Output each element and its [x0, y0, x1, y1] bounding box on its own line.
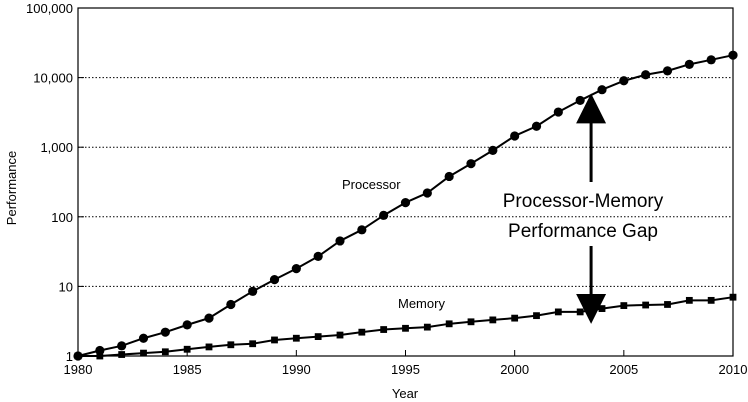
memory-point-1990 [292, 334, 300, 342]
memory-point-2006 [642, 301, 650, 309]
processor-point-1988 [248, 286, 258, 296]
x-tick-label: 2000 [500, 362, 529, 377]
memory-point-2007 [664, 301, 671, 308]
memory-point-2005 [620, 302, 628, 309]
y-tick-label: 1,000 [40, 140, 73, 155]
processor-point-2008 [684, 59, 694, 69]
processor-point-1985 [182, 320, 192, 330]
memory-point-1984 [161, 348, 169, 356]
memory-point-1991 [314, 333, 322, 340]
memory-point-1992 [336, 331, 344, 339]
memory-point-2002 [554, 308, 562, 316]
memory-point-2003 [576, 308, 584, 316]
memory-point-2000 [511, 314, 519, 322]
processor-point-2004 [597, 85, 607, 95]
processor-point-1992 [335, 236, 345, 246]
memory-point-1999 [489, 316, 497, 324]
x-tick-label: 2010 [719, 362, 748, 377]
processor-point-2009 [706, 55, 716, 65]
processor-point-1995 [400, 197, 411, 208]
x-tick-label: 1995 [391, 362, 420, 377]
memory-point-1988 [249, 340, 257, 348]
memory-point-1995 [402, 324, 409, 332]
processor-point-1986 [204, 313, 214, 323]
processor-point-1999 [488, 145, 498, 155]
y-tick-label: 1 [66, 349, 73, 364]
memory-point-2004 [598, 305, 606, 312]
processor-point-1994 [379, 210, 389, 220]
tick-labels: 1 10 100 1,000 10,000 100,000 1980 1985 1990 1995… [26, 1, 747, 377]
memory-point-2001 [533, 312, 540, 320]
processor-point-2003 [575, 95, 585, 106]
y-axis-title: Performance [4, 151, 19, 225]
gap-annotation-line-1: Processor-Memory [503, 191, 664, 212]
memory-point-1993 [358, 328, 366, 336]
processor-point-1983 [138, 333, 149, 343]
processor-point-1984 [160, 327, 170, 337]
memory-point-1996 [423, 323, 431, 331]
processor-point-2006 [641, 70, 651, 80]
x-axis-title: Year [392, 386, 419, 401]
processor-point-1997 [444, 171, 454, 182]
memory-point-1998 [467, 318, 475, 326]
memory-point-1987 [227, 341, 235, 349]
memory-point-2008 [685, 296, 693, 304]
processor-point-2005 [619, 76, 629, 86]
axes [77, 7, 734, 357]
memory-point-1982 [118, 351, 126, 358]
horizontal-gridlines [78, 77, 733, 287]
x-tick-label: 1985 [173, 362, 202, 377]
y-tick-label: 10 [59, 279, 73, 294]
memory-point-1994 [380, 326, 388, 333]
memory-point-1997 [445, 320, 453, 328]
processor-point-1998 [466, 159, 476, 169]
series-processor [73, 50, 738, 361]
processor-point-1993 [357, 225, 367, 235]
processor-point-2002 [553, 107, 563, 117]
processor-point-1991 [313, 251, 323, 261]
y-tick-label: 100 [51, 210, 73, 225]
memory-point-1986 [205, 343, 213, 351]
processor-point-1987 [226, 299, 236, 310]
memory-series-label: Memory [398, 296, 445, 311]
x-tick-label: 2005 [609, 362, 638, 377]
processor-point-1990 [291, 264, 301, 274]
gap-annotation-line-2: Performance Gap [508, 221, 658, 242]
processor-series-label: Processor [342, 177, 401, 192]
memory-point-1989 [271, 336, 278, 344]
y-tick-label: 100,000 [26, 1, 73, 16]
processor-point-1996 [422, 188, 432, 198]
plot-area [78, 8, 733, 356]
processor-point-1982 [117, 341, 127, 351]
x-tick-label: 1980 [64, 362, 93, 377]
x-tick-label: 1990 [282, 362, 311, 377]
memory-point-1983 [140, 349, 147, 357]
processor-point-2000 [510, 131, 520, 141]
processor-point-2007 [662, 66, 673, 76]
processor-point-1989 [269, 275, 280, 285]
processor-point-2001 [531, 121, 542, 131]
memory-point-1985 [183, 345, 191, 353]
memory-point-2009 [707, 296, 715, 304]
series-layer [73, 50, 738, 361]
y-tick-label: 10,000 [33, 71, 73, 86]
